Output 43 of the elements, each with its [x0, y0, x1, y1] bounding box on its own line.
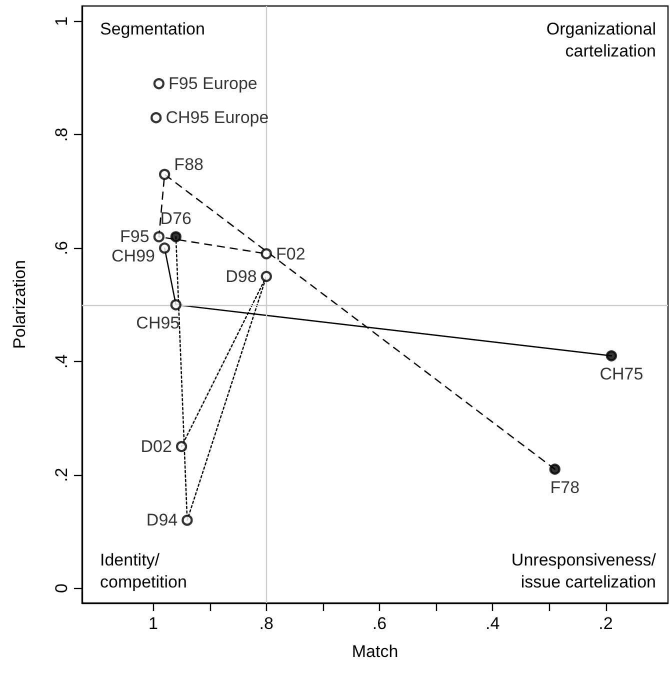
point [158, 242, 170, 254]
x-tick-label: 1 [148, 614, 158, 633]
data-label: F95 Europe [168, 74, 258, 94]
data-label: F88 [174, 154, 204, 174]
x-tick-label: .4 [486, 614, 500, 633]
data-label: D94 [146, 510, 178, 530]
data-label: D02 [140, 437, 172, 456]
data-label: CH95 Europe [166, 108, 269, 128]
data-label: CH95 [136, 313, 180, 332]
data-label: CH99 [112, 246, 155, 266]
y-tick-label: 0 [52, 584, 71, 593]
annotation: Organizational cartelization [546, 20, 656, 60]
point [182, 514, 193, 526]
y-tick-label: .8 [52, 128, 71, 142]
point [150, 112, 162, 124]
data-label: D98 [226, 266, 257, 286]
x-tick-label: .8 [259, 614, 274, 633]
point [170, 231, 182, 242]
point [170, 299, 182, 310]
point [176, 440, 188, 452]
y-tick-label: 1 [52, 16, 71, 26]
x-tick-label: .2 [598, 614, 613, 633]
point [260, 248, 272, 260]
point [606, 350, 618, 362]
y-tick-label: .2 [52, 468, 71, 482]
point [153, 231, 165, 242]
data-label: F78 [550, 478, 580, 497]
data-label: D76 [160, 209, 192, 228]
x-tick-label: .6 [372, 614, 387, 633]
x-axis-title: Match [352, 642, 398, 661]
y-axis-title: Polarization [10, 260, 29, 349]
data-label: CH75 [600, 364, 644, 384]
annotation: Segmentation [100, 20, 205, 38]
point [153, 78, 165, 90]
y-tick-label: .6 [52, 240, 71, 256]
point [158, 168, 170, 180]
data-label: F02 [276, 244, 306, 264]
annotation: Unresponsiveness/ issue cartelization [511, 550, 656, 592]
y-tick-label: .4 [52, 354, 71, 369]
annotation: Identity/ competition [100, 550, 187, 592]
point [549, 464, 560, 475]
data-label: F95 [120, 227, 150, 246]
point [260, 270, 272, 282]
